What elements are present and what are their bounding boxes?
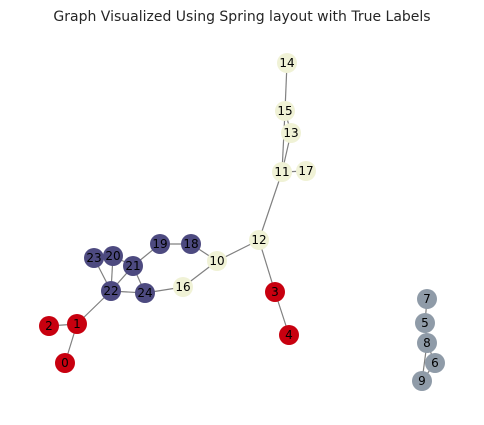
- edge-15-11: [281, 110, 286, 173]
- node-circle-20: [103, 246, 123, 266]
- node-circle-3: [265, 282, 285, 302]
- node-3: 3: [265, 282, 285, 302]
- node-circle-13: [281, 123, 301, 143]
- node-circle-19: [150, 234, 170, 254]
- node-1: 1: [67, 314, 87, 334]
- node-label-23: 23: [86, 251, 101, 265]
- node-label-4: 4: [285, 328, 293, 342]
- node-circle-5: [415, 313, 435, 333]
- node-circle-8: [417, 333, 437, 353]
- node-20: 20: [103, 246, 123, 266]
- node-circle-7: [417, 289, 437, 309]
- node-9: 9: [412, 371, 432, 391]
- node-17: 17: [296, 161, 316, 181]
- node-label-19: 19: [152, 237, 167, 251]
- node-label-5: 5: [421, 316, 429, 330]
- node-24: 24: [135, 283, 155, 303]
- node-label-22: 22: [103, 284, 118, 298]
- node-5: 5: [415, 313, 435, 333]
- node-16: 16: [173, 277, 193, 297]
- node-label-21: 21: [125, 259, 140, 273]
- node-label-18: 18: [183, 237, 198, 251]
- node-label-6: 6: [431, 356, 439, 370]
- node-6: 6: [425, 353, 445, 373]
- node-label-13: 13: [283, 126, 298, 140]
- node-label-14: 14: [279, 56, 294, 70]
- node-label-12: 12: [251, 233, 266, 247]
- node-label-17: 17: [298, 164, 313, 178]
- node-circle-2: [39, 316, 59, 336]
- node-circle-14: [277, 53, 297, 73]
- node-circle-6: [425, 353, 445, 373]
- node-circle-4: [279, 325, 299, 345]
- node-18: 18: [181, 234, 201, 254]
- node-circle-12: [249, 230, 269, 250]
- node-13: 13: [281, 123, 301, 143]
- node-label-9: 9: [418, 374, 426, 388]
- node-7: 7: [417, 289, 437, 309]
- edge-11-12: [258, 171, 283, 241]
- node-label-16: 16: [175, 280, 190, 294]
- node-label-1: 1: [73, 317, 81, 331]
- node-12: 12: [249, 230, 269, 250]
- node-label-3: 3: [271, 285, 279, 299]
- edge-layer: [48, 62, 436, 382]
- node-19: 19: [150, 234, 170, 254]
- node-14: 14: [277, 53, 297, 73]
- node-15: 15: [275, 101, 295, 121]
- node-label-2: 2: [45, 319, 53, 333]
- node-21: 21: [123, 256, 143, 276]
- node-label-15: 15: [277, 104, 292, 118]
- node-circle-10: [207, 251, 227, 271]
- node-circle-15: [275, 101, 295, 121]
- node-11: 11: [272, 162, 292, 182]
- node-circle-24: [135, 283, 155, 303]
- node-circle-16: [173, 277, 193, 297]
- node-label-7: 7: [423, 292, 431, 306]
- node-circle-9: [412, 371, 432, 391]
- node-circle-17: [296, 161, 316, 181]
- node-label-11: 11: [274, 165, 289, 179]
- node-22: 22: [101, 281, 121, 301]
- node-label-20: 20: [105, 249, 120, 263]
- node-2: 2: [39, 316, 59, 336]
- node-label-8: 8: [423, 336, 431, 350]
- node-label-0: 0: [61, 356, 69, 370]
- chart-title: Graph Visualized Using Spring layout wit…: [53, 9, 431, 25]
- node-label-24: 24: [137, 286, 152, 300]
- node-circle-22: [101, 281, 121, 301]
- node-circle-1: [67, 314, 87, 334]
- node-circle-21: [123, 256, 143, 276]
- node-circle-23: [84, 248, 104, 268]
- node-8: 8: [417, 333, 437, 353]
- node-4: 4: [279, 325, 299, 345]
- node-circle-18: [181, 234, 201, 254]
- node-0: 0: [55, 353, 75, 373]
- node-circle-0: [55, 353, 75, 373]
- node-23: 23: [84, 248, 104, 268]
- node-circle-11: [272, 162, 292, 182]
- node-label-10: 10: [209, 254, 224, 268]
- node-10: 10: [207, 251, 227, 271]
